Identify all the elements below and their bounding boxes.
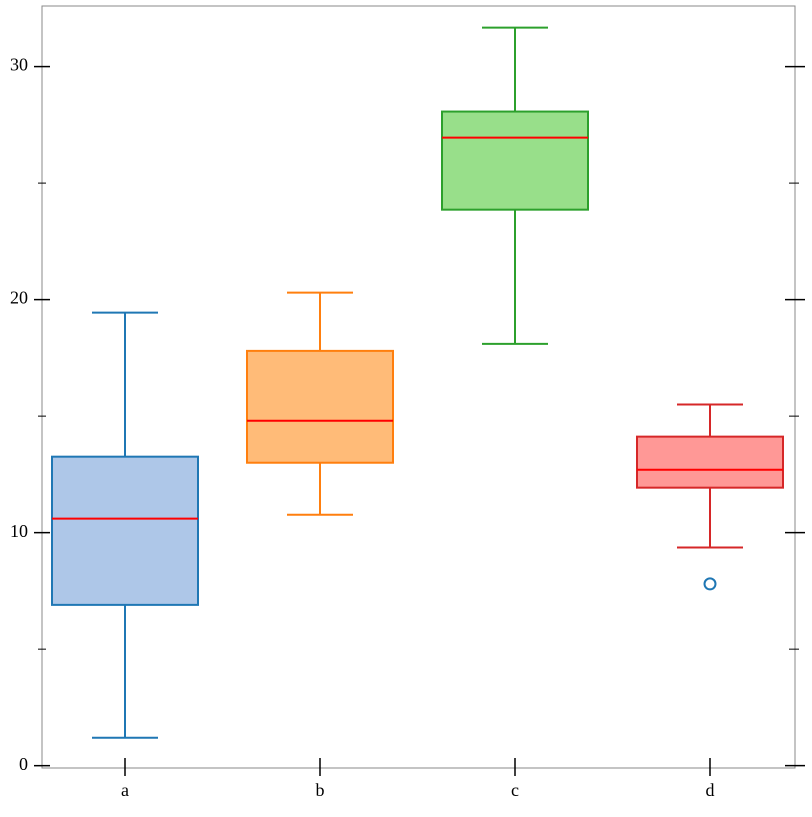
y-tick-label: 20: [10, 288, 28, 308]
x-tick-label: c: [511, 780, 519, 800]
x-tick-label: a: [121, 780, 129, 800]
box: [441, 110, 589, 211]
box: [246, 349, 394, 464]
x-tick-label: b: [316, 780, 325, 800]
flier: [703, 577, 717, 591]
box: [636, 435, 784, 489]
y-tick-label: 10: [10, 521, 28, 541]
plot-frame: [41, 5, 796, 769]
y-tick-label: 0: [19, 754, 28, 774]
box: [51, 455, 199, 606]
x-tick-label: d: [706, 780, 715, 800]
y-tick-label: 30: [10, 55, 28, 75]
